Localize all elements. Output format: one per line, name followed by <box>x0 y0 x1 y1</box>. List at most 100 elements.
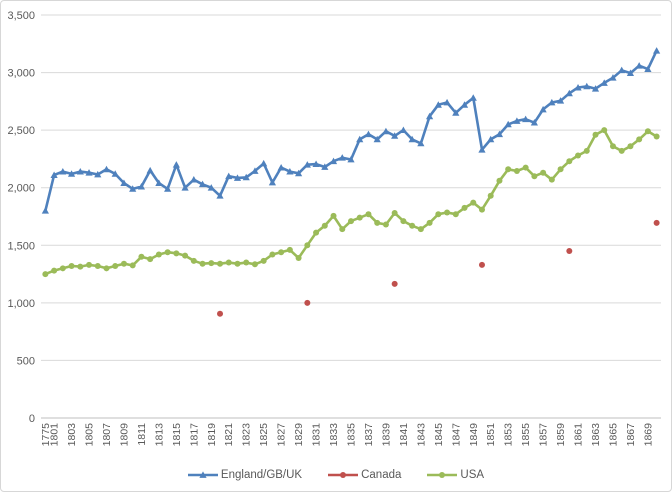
circle-marker <box>208 260 215 267</box>
triangle-marker <box>347 155 355 163</box>
legend-item-canada[interactable]: Canada <box>328 469 401 481</box>
triangle-marker <box>469 94 477 101</box>
y-axis-tick-label: 3,000 <box>7 68 35 80</box>
circle-marker <box>94 263 101 270</box>
triangle-marker <box>460 101 469 108</box>
y-axis-tick-label: 2,000 <box>7 183 35 195</box>
legend-label: England/GB/UK <box>220 469 303 481</box>
triangle-marker <box>548 98 556 106</box>
circle-marker <box>120 260 127 267</box>
circle-marker <box>487 192 494 199</box>
x-axis-tick-label: 1833 <box>328 423 340 447</box>
x-axis-tick-label: 1851 <box>485 423 497 447</box>
triangle-marker <box>530 119 538 126</box>
circle-marker <box>260 257 267 264</box>
x-axis-tick-label: 1847 <box>450 423 462 447</box>
triangle-marker <box>59 167 67 175</box>
x-axis-tick-label: 1849 <box>468 423 480 447</box>
circle-marker <box>601 127 608 134</box>
x-axis-tick-label: 1867 <box>625 423 637 447</box>
circle-marker <box>217 310 224 317</box>
circle-marker <box>225 259 232 266</box>
y-axis-tick-label: 0 <box>29 413 35 425</box>
triangle-marker <box>277 163 285 171</box>
circle-marker <box>540 169 547 176</box>
triangle-marker <box>321 163 329 170</box>
circle-marker <box>86 261 93 268</box>
triangle-marker <box>111 170 119 177</box>
triangle-marker <box>635 62 643 69</box>
x-axis-tick-label: 1819 <box>206 423 218 447</box>
triangle-marker <box>522 115 530 123</box>
triangle-marker <box>487 135 495 143</box>
triangle-marker <box>618 66 626 74</box>
circle-marker <box>129 262 136 269</box>
triangle-marker <box>251 167 259 174</box>
circle-marker <box>391 210 398 217</box>
x-axis-tick-label: 1827 <box>276 423 288 447</box>
x-axis-tick-label: 1823 <box>241 423 253 447</box>
circle-marker <box>173 250 180 257</box>
x-axis-tick-label: 1829 <box>293 423 305 447</box>
circle-marker <box>286 246 293 253</box>
triangle-marker <box>382 127 390 135</box>
circle-marker <box>138 253 145 260</box>
circle-marker <box>59 265 66 272</box>
circle-marker <box>243 259 250 266</box>
circle-marker <box>103 265 110 272</box>
x-axis-tick-label: 1855 <box>520 423 532 447</box>
circle-marker <box>330 212 337 219</box>
y-axis-tick-label: 500 <box>17 355 35 367</box>
circle-marker <box>566 248 573 255</box>
triangle-marker <box>452 109 460 116</box>
circle-marker <box>164 249 171 256</box>
circle-marker <box>339 226 346 233</box>
circle-marker <box>155 251 162 258</box>
triangle-marker <box>338 154 346 161</box>
circle-marker <box>496 177 503 184</box>
series-line <box>44 128 658 276</box>
triangle-marker <box>233 174 242 181</box>
circle-marker <box>444 209 451 216</box>
legend-circle-swatch-icon <box>427 472 458 478</box>
triangle-marker <box>120 179 128 187</box>
triangle-marker <box>102 165 111 173</box>
triangle-marker <box>137 182 146 190</box>
legend-item-england-gb-uk[interactable]: England/GB/UK <box>187 469 303 481</box>
circle-marker <box>304 242 311 249</box>
circle-marker <box>522 164 529 171</box>
circle-marker <box>278 249 285 256</box>
circle-marker <box>557 166 564 173</box>
x-axis-tick-label: 1863 <box>590 423 602 447</box>
circle-marker <box>304 299 311 306</box>
triangle-marker <box>443 98 451 106</box>
circle-marker <box>217 260 224 267</box>
triangle-marker <box>225 172 233 180</box>
x-axis-tick-label: 1807 <box>101 423 113 447</box>
x-axis-tick-label: 1865 <box>607 423 619 447</box>
triangle-marker <box>146 166 154 174</box>
triangle-marker <box>295 169 303 177</box>
legend-item-usa[interactable]: USA <box>427 469 484 481</box>
triangle-marker <box>373 135 381 143</box>
circle-marker <box>452 211 459 218</box>
triangle-marker <box>600 79 608 86</box>
circle-marker <box>461 204 468 211</box>
circle-marker <box>391 280 398 287</box>
x-axis-tick-label: 1841 <box>398 423 410 447</box>
triangle-marker <box>399 126 407 134</box>
x-axis-tick-label: 1825 <box>258 423 270 447</box>
triangle-marker <box>268 178 277 186</box>
triangle-marker <box>565 89 573 97</box>
triangle-marker <box>539 105 547 113</box>
triangle-marker <box>478 146 486 153</box>
circle-marker <box>644 128 651 135</box>
triangle-marker <box>260 159 268 167</box>
triangle-marker <box>329 157 338 165</box>
circle-marker <box>51 267 58 274</box>
circle-marker <box>234 260 241 267</box>
x-axis-tick-label: 1839 <box>380 423 392 447</box>
triangle-marker <box>172 161 180 168</box>
triangle-marker <box>609 74 617 81</box>
x-axis-tick-label: 1811 <box>136 423 148 446</box>
